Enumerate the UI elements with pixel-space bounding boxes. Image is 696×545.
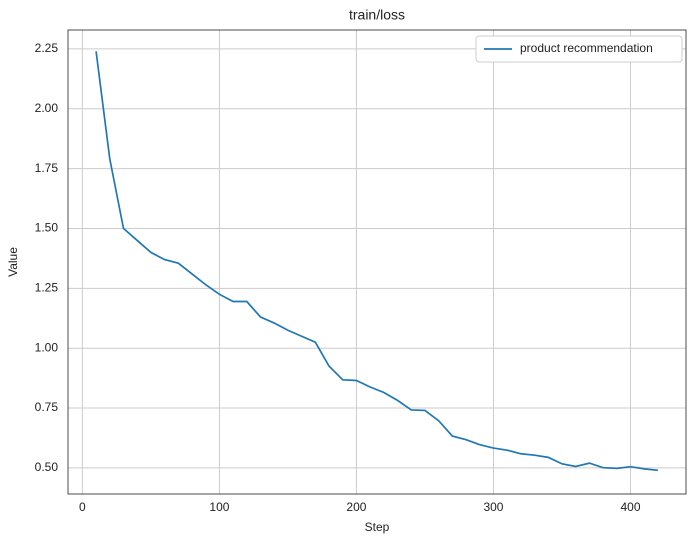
chart-title: train/loss <box>349 7 405 23</box>
y-axis-label: Value <box>6 247 20 277</box>
x-axis-label: Step <box>365 520 390 534</box>
x-tick-label: 100 <box>209 500 229 514</box>
y-tick-label: 1.00 <box>35 340 59 354</box>
x-tick-label: 300 <box>483 500 503 514</box>
y-tick-label: 1.25 <box>35 281 59 295</box>
y-tick-label: 0.75 <box>35 400 59 414</box>
y-tick-label: 2.25 <box>35 41 59 55</box>
y-tick-label: 0.50 <box>35 460 59 474</box>
x-tick-label: 0 <box>79 500 86 514</box>
legend-label: product recommendation <box>520 41 653 55</box>
x-tick-label: 400 <box>620 500 640 514</box>
y-tick-label: 2.00 <box>35 101 59 115</box>
legend-box <box>475 35 683 63</box>
line <box>95 51 658 472</box>
x-tick-label: 200 <box>346 500 366 514</box>
y-tick-label: 1.50 <box>35 221 59 235</box>
plot-frame <box>67 29 687 495</box>
y-tick-label: 1.75 <box>35 161 59 175</box>
